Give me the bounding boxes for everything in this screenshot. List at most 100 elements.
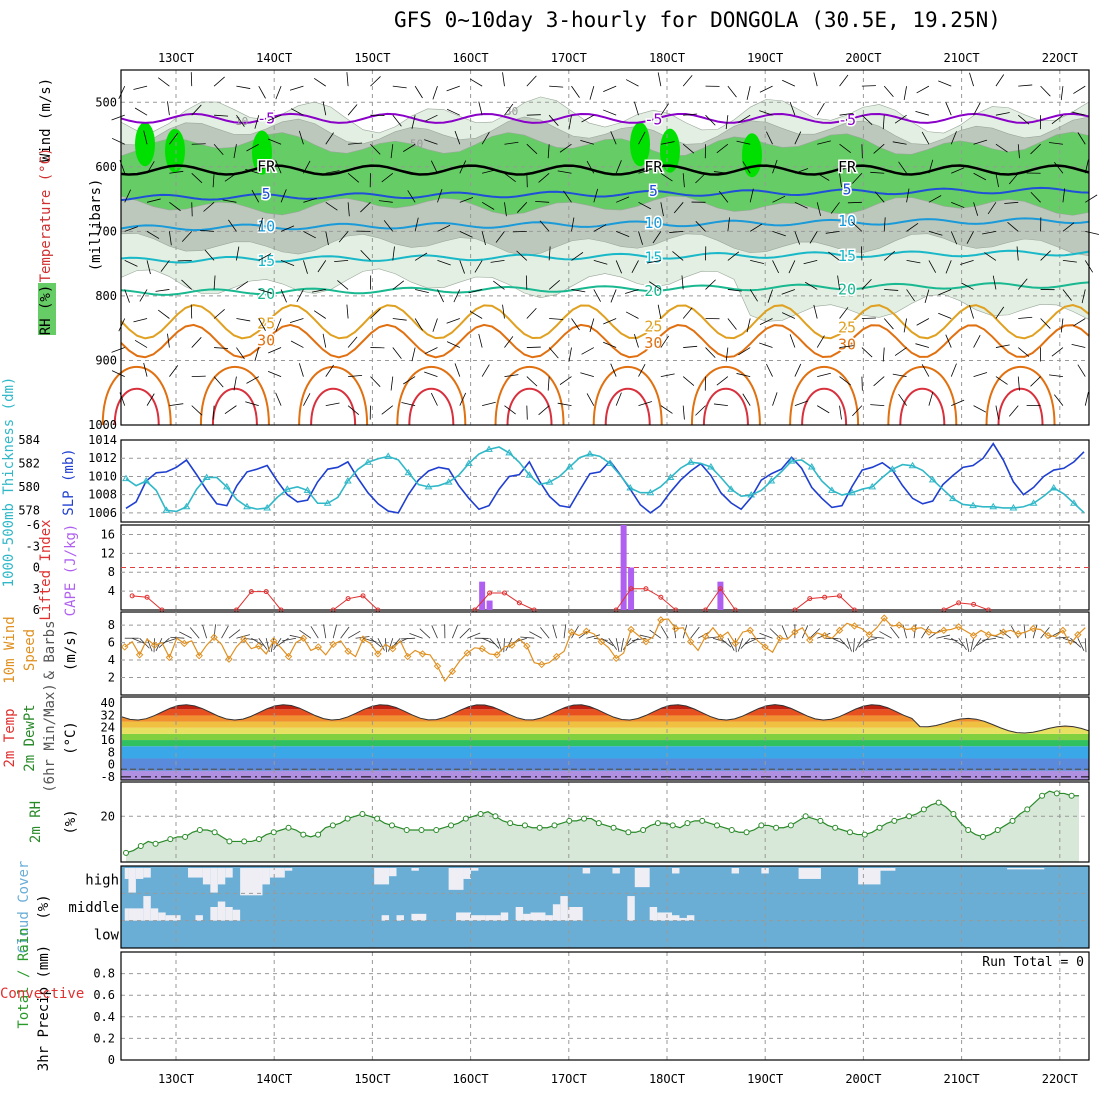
- cloud-bar-middle: [687, 915, 694, 920]
- wind-barb: [314, 78, 326, 86]
- slp-axis-tick: 1006: [88, 506, 117, 520]
- wind-barb: [582, 115, 594, 122]
- wind-barb-10m: [971, 638, 974, 652]
- wind-barb: [503, 72, 505, 86]
- wind-barb-10m: [504, 638, 505, 652]
- wind-axis-tick: 4: [108, 653, 115, 667]
- wind-barb-10m: [190, 627, 199, 638]
- wind-barb: [192, 406, 202, 416]
- cloud-bar-high: [128, 868, 135, 893]
- wind-barb: [549, 86, 563, 87]
- rh2m-marker: [124, 850, 129, 855]
- temperature-contour-label: 25: [257, 315, 275, 333]
- rh2m-marker: [995, 828, 1000, 833]
- pressure-axis-tick: 900: [95, 353, 117, 367]
- rh2m-marker: [463, 816, 468, 821]
- temp-axis-label-1: 2m Temp: [2, 708, 18, 767]
- rh2m-marker: [153, 841, 158, 846]
- wind-barb: [135, 340, 147, 347]
- wind-barb: [603, 86, 616, 91]
- temp-axis-tick: 0: [108, 758, 115, 772]
- temperature-contour-label: 15: [644, 249, 662, 267]
- cloud-bar-high: [240, 868, 262, 895]
- wind-barb-10m: [540, 627, 549, 638]
- rh2m-marker: [537, 825, 542, 830]
- rh2m-marker: [168, 837, 173, 842]
- wind-barb: [634, 102, 638, 115]
- wind-barb-10m: [460, 628, 470, 638]
- wind-barb-10m: [333, 625, 336, 639]
- rh2m-marker: [212, 830, 217, 835]
- rh2m-marker: [1054, 791, 1059, 796]
- x-axis-tick-label-bottom: 16OCT: [453, 1072, 489, 1086]
- wind-barb-10m: [1085, 638, 1086, 652]
- chart-title: GFS 0~10day 3-hourly for DONGOLA (30.5E,…: [394, 8, 1001, 32]
- cloud-bar-high: [143, 868, 150, 878]
- rh2m-marker: [567, 818, 572, 823]
- rh2m-marker: [493, 814, 498, 819]
- pressure-axis-label: (millibars): [88, 179, 104, 272]
- temperature-contour-label: -5: [644, 110, 662, 128]
- wind-barb-10m: [282, 638, 296, 641]
- rh2m-marker: [596, 821, 601, 826]
- wind-barb: [634, 334, 638, 347]
- wind-barb: [424, 372, 437, 377]
- wind-barb: [904, 86, 906, 100]
- x-axis-tick-label-bottom: 15OCT: [354, 1072, 390, 1086]
- rh2m-axis-label: 2m RH: [28, 801, 44, 843]
- cloud-bar-middle: [471, 915, 486, 920]
- wind-barb-10m: [467, 633, 480, 638]
- temperature-contour-label: FR: [838, 158, 857, 176]
- temperature-band: [121, 771, 1089, 780]
- rh2m-marker: [907, 814, 912, 819]
- wind-barb: [259, 86, 266, 98]
- wind-barb: [158, 310, 169, 318]
- cloud-bar-high: [225, 868, 232, 878]
- wind-barb: [884, 319, 893, 330]
- temp-axis-tick: 8: [108, 745, 115, 759]
- cloud-bar-high: [125, 868, 129, 879]
- wind-barb: [169, 365, 177, 376]
- temperature-contour-label: 5: [262, 185, 271, 203]
- wind-barb: [814, 305, 817, 319]
- x-axis-tick-label-top: 18OCT: [649, 51, 685, 65]
- lifted-index-axis-label: Lifted Index: [38, 519, 54, 620]
- temperature-contour-lobe: [103, 367, 171, 425]
- wind-barb: [119, 86, 125, 99]
- x-axis-tick-label-top: 15OCT: [354, 51, 390, 65]
- pressure-axis-tick: 1000: [88, 418, 117, 432]
- rh2m-axis-tick: 20: [101, 809, 115, 823]
- wind-barb: [883, 348, 884, 362]
- cape-axis-tick: 12: [101, 546, 115, 560]
- wind-barb-10m: [759, 633, 772, 638]
- cloud-bar-middle: [627, 896, 634, 921]
- run-total-label: Run Total = 0: [982, 955, 1084, 970]
- cape-bar: [479, 582, 485, 610]
- rh2m-marker: [286, 825, 291, 830]
- wind-barb-10m: [621, 638, 624, 652]
- wind-barb: [795, 364, 801, 377]
- wind-barb: [479, 334, 482, 348]
- cloud-level-label: low: [94, 927, 120, 943]
- rh2m-marker: [700, 818, 705, 823]
- rh2m-marker: [197, 828, 202, 833]
- thickness-axis-label: 1000-500mb Thickness (dm): [1, 377, 17, 588]
- cloud-bar-middle: [501, 912, 508, 920]
- precip-axis-label-total: Total / Rain: [16, 927, 32, 1028]
- cape-axis-tick: 8: [108, 565, 115, 579]
- cloud-bar-high: [881, 868, 896, 871]
- wind-barb: [870, 405, 884, 406]
- cape-bar: [717, 582, 723, 610]
- slp-axis-tick: 1010: [88, 469, 117, 483]
- wind-barb: [1073, 86, 1085, 93]
- rh2m-marker: [877, 825, 882, 830]
- wind-barb: [917, 319, 929, 326]
- x-axis-tick-label-bottom: 20OCT: [845, 1072, 881, 1086]
- rh2m-marker: [847, 830, 852, 835]
- wind-barb: [169, 404, 183, 406]
- x-axis-tick-label-top: 22OCT: [1042, 51, 1078, 65]
- wind-barb: [455, 363, 460, 376]
- wind-barb-10m: [982, 638, 996, 640]
- temp-axis-tick: 24: [101, 721, 115, 735]
- wind-barb: [447, 86, 460, 91]
